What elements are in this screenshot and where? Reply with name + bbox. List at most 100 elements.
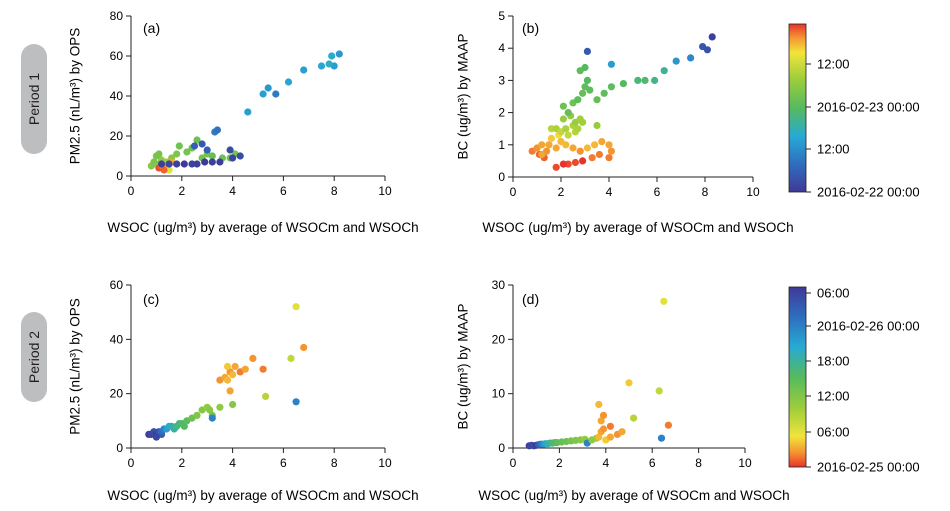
scatter-point bbox=[259, 365, 267, 373]
scatter-point bbox=[206, 406, 214, 414]
scatter-point bbox=[226, 146, 234, 154]
colorbar-1-label: 2016-02-22 00:00 bbox=[817, 185, 920, 200]
period-1-text: Period 1 bbox=[26, 73, 42, 125]
y-tick-label: 60 bbox=[110, 278, 124, 292]
x-axis-label: WSOC (ug/m³) by average of WSOCm and WSO… bbox=[107, 220, 418, 235]
scatter-point bbox=[201, 158, 209, 166]
x-tick-label: 4 bbox=[229, 184, 236, 198]
scatter-point bbox=[226, 387, 234, 395]
scatter-point bbox=[216, 158, 224, 166]
scatter-point bbox=[618, 428, 626, 436]
colorbar-1-gradient bbox=[788, 23, 807, 193]
panel-label: (c) bbox=[143, 291, 159, 307]
scatter-point bbox=[198, 140, 206, 148]
scatter-point bbox=[564, 131, 572, 139]
x-tick-label: 8 bbox=[702, 185, 709, 199]
scatter-point bbox=[552, 144, 560, 152]
scatter-point bbox=[183, 148, 191, 156]
scatter-point bbox=[223, 362, 232, 371]
scatter-point bbox=[241, 365, 249, 373]
y-tick-label: 10 bbox=[492, 387, 506, 401]
scatter-point bbox=[657, 434, 666, 442]
scatter-point bbox=[581, 63, 589, 72]
scatter-point bbox=[229, 154, 237, 162]
y-tick-label: 40 bbox=[110, 89, 124, 103]
scatter-point bbox=[208, 414, 216, 422]
scatter-point bbox=[272, 90, 280, 98]
scatter-point bbox=[591, 141, 599, 149]
x-tick-label: 4 bbox=[606, 185, 613, 199]
y-tick-label: 0 bbox=[116, 441, 123, 455]
scatter-point bbox=[284, 78, 293, 86]
panel-label: (a) bbox=[143, 20, 160, 36]
scatter-point bbox=[262, 392, 270, 400]
y-axis-label: BC (ug/m³) by MAAP bbox=[456, 33, 471, 159]
x-axis-label: WSOC (ug/m³) by average of WSOCm and WSO… bbox=[482, 220, 793, 235]
y-tick-label: 20 bbox=[110, 387, 124, 401]
scatter-point bbox=[562, 141, 570, 149]
scatter-point bbox=[588, 154, 596, 162]
scatter-point bbox=[223, 376, 232, 384]
y-tick-label: 80 bbox=[110, 9, 124, 23]
scatter-point bbox=[574, 125, 582, 133]
scatter-point bbox=[317, 62, 326, 70]
colorbar-period-2: 06:00 2016-02-26 00:00 18:00 12:00 06:00… bbox=[788, 286, 920, 475]
scatter-point bbox=[545, 141, 553, 149]
y-axis-label: PM2.5 (nL/m³) by OPS bbox=[68, 298, 83, 435]
period-2-label: Period 2 bbox=[21, 312, 47, 402]
scatter-point bbox=[236, 152, 244, 160]
scatter-point bbox=[193, 136, 201, 144]
scatter-point bbox=[538, 150, 546, 159]
scatter-point bbox=[180, 422, 188, 430]
scatter-point bbox=[583, 76, 592, 84]
scatter-point bbox=[625, 379, 633, 387]
scatter-point bbox=[300, 66, 308, 74]
colorbar-1-label: 12:00 bbox=[817, 142, 850, 157]
y-tick-label: 0 bbox=[498, 441, 505, 455]
colorbar-2-label: 12:00 bbox=[817, 389, 850, 404]
scatter-point bbox=[208, 158, 216, 166]
x-tick-label: 2 bbox=[178, 456, 185, 470]
x-tick-label: 10 bbox=[378, 184, 392, 198]
y-tick-label: 40 bbox=[110, 332, 124, 346]
x-tick-label: 6 bbox=[280, 184, 287, 198]
y-tick-label: 2 bbox=[498, 106, 505, 120]
scatter-point bbox=[157, 160, 166, 168]
colorbar-2-label: 2016-02-26 00:00 bbox=[817, 319, 920, 334]
scatter-point bbox=[595, 400, 603, 409]
scatter-point bbox=[325, 60, 333, 68]
scatter-point bbox=[165, 166, 173, 174]
x-tick-label: 2 bbox=[178, 184, 185, 198]
scatter-point bbox=[574, 96, 582, 104]
x-tick-label: 0 bbox=[128, 456, 135, 470]
scatter-point bbox=[264, 84, 272, 92]
x-tick-label: 10 bbox=[746, 185, 760, 199]
scatter-point bbox=[150, 158, 158, 166]
scatter-point bbox=[703, 46, 712, 54]
scatter-point bbox=[583, 47, 592, 56]
scatter-point bbox=[173, 150, 181, 158]
scatter-point bbox=[259, 90, 267, 98]
scatter-point bbox=[562, 125, 570, 133]
colorbar-1-label: 2016-02-23 00:00 bbox=[817, 100, 920, 115]
panel-c: 0 2 4 6 8 10 0 20 40 60 WSOC (ug/m³) by average of… bbox=[68, 278, 419, 503]
y-tick-label: 4 bbox=[498, 41, 505, 55]
scatter-point bbox=[231, 362, 239, 371]
scatter-point bbox=[595, 150, 604, 159]
scatter-point bbox=[538, 141, 546, 149]
x-tick-label: 0 bbox=[128, 184, 135, 198]
scatter-point bbox=[300, 343, 308, 352]
y-tick-label: 1 bbox=[498, 138, 505, 152]
scatter-point bbox=[203, 146, 211, 154]
panel-label: (b) bbox=[522, 20, 539, 36]
colorbar-2-label: 18:00 bbox=[817, 354, 850, 369]
y-tick-label: 30 bbox=[492, 278, 506, 292]
scatter-point bbox=[579, 89, 587, 97]
panel-d: 0 2 4 6 8 10 0 10 20 30 WSOC (ug/m³) by average of… bbox=[456, 278, 790, 503]
x-tick-label: 6 bbox=[649, 456, 656, 470]
scatter-point bbox=[229, 400, 237, 409]
scatter-point bbox=[552, 163, 560, 171]
y-tick-label: 20 bbox=[492, 332, 506, 346]
scatter-point bbox=[152, 433, 160, 441]
